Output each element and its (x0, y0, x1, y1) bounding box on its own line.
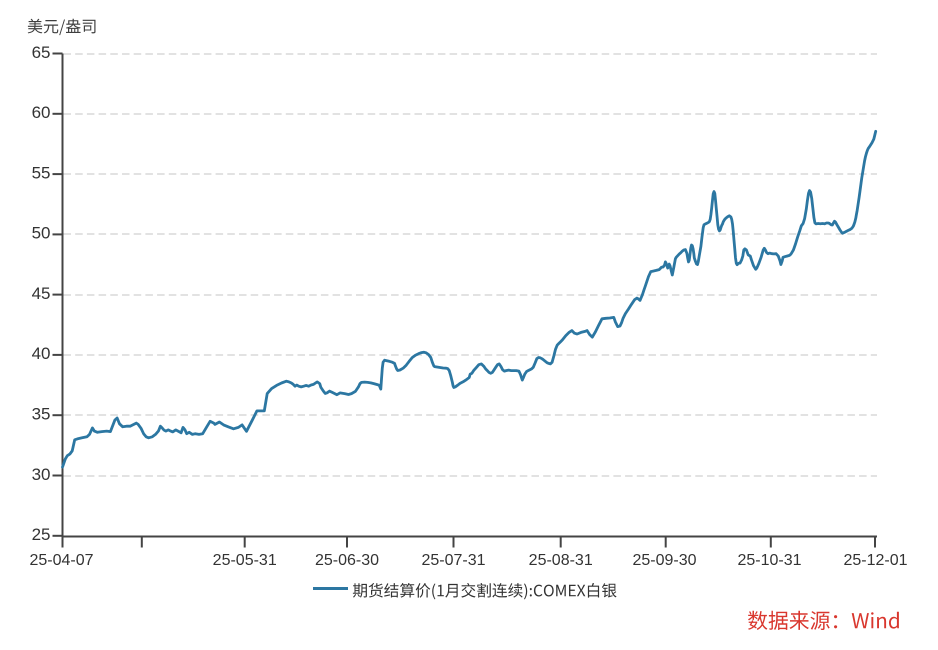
svg-text:25: 25 (32, 525, 51, 544)
svg-text:40: 40 (32, 344, 51, 363)
svg-text:25-10-31: 25-10-31 (737, 552, 801, 569)
svg-text:50: 50 (32, 224, 51, 243)
svg-text:60: 60 (32, 103, 51, 122)
svg-text:45: 45 (32, 284, 51, 303)
svg-text:25-09-30: 25-09-30 (632, 552, 696, 569)
svg-text:25-04-07: 25-04-07 (29, 552, 93, 569)
svg-text:25-05-31: 25-05-31 (213, 552, 277, 569)
svg-text:25-07-31: 25-07-31 (421, 552, 485, 569)
svg-text:25-12-01: 25-12-01 (843, 552, 907, 569)
svg-text:35: 35 (32, 405, 51, 424)
svg-text:65: 65 (32, 43, 51, 62)
svg-text:25-06-30: 25-06-30 (315, 552, 379, 569)
svg-text:25-08-31: 25-08-31 (529, 552, 593, 569)
svg-text:55: 55 (32, 163, 51, 182)
svg-text:30: 30 (32, 465, 51, 484)
